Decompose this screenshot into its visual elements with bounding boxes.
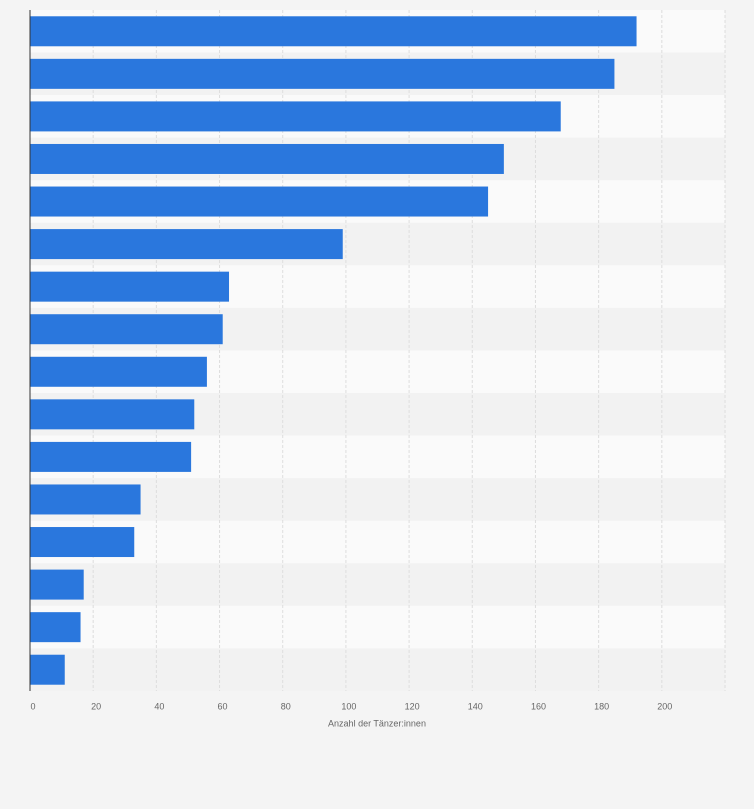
bar [30, 58, 615, 89]
x-tick-label: 0 [30, 701, 35, 711]
row-background [30, 520, 725, 564]
x-tick-label: 160 [531, 701, 546, 711]
x-tick-label: 20 [91, 701, 101, 711]
x-tick-label: 120 [405, 701, 420, 711]
bar [30, 143, 504, 174]
bar [30, 16, 637, 47]
bar [30, 314, 223, 345]
bar [30, 484, 141, 515]
row-background [30, 605, 725, 649]
bar [30, 612, 81, 643]
bar [30, 527, 135, 558]
bar [30, 101, 561, 132]
bar [30, 271, 230, 302]
x-tick-label: 40 [154, 701, 164, 711]
row-background [30, 478, 725, 521]
bar [30, 569, 84, 600]
row-background [30, 563, 725, 606]
x-tick-label: 60 [218, 701, 228, 711]
row-background [30, 648, 725, 691]
bar [30, 654, 65, 685]
x-tick-label: 180 [594, 701, 609, 711]
bar [30, 356, 207, 387]
x-tick-label: 100 [341, 701, 356, 711]
bar [30, 441, 192, 472]
bar [30, 186, 489, 217]
bar [30, 229, 343, 260]
x-axis-label: Anzahl der Tänzer:innen [328, 718, 426, 728]
x-tick-label: 140 [468, 701, 483, 711]
x-tick-label: 80 [281, 701, 291, 711]
x-tick-label: 200 [657, 701, 672, 711]
bar [30, 399, 195, 430]
